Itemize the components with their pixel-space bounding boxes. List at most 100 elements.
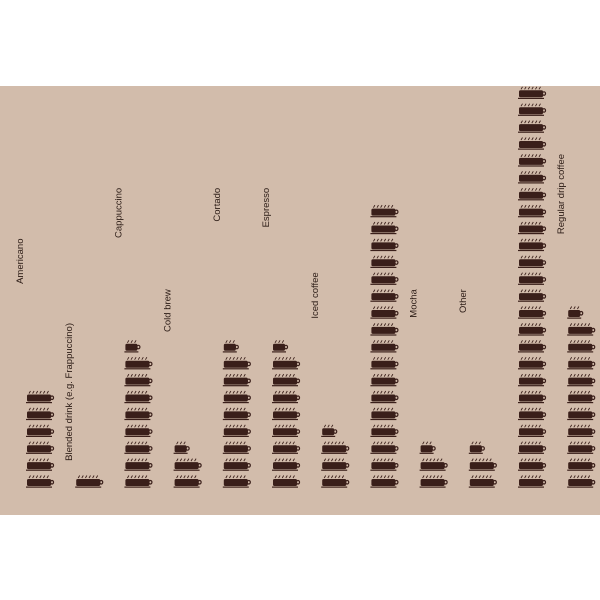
coffee-cup-icon: [370, 441, 399, 454]
category-label: Iced coffee: [310, 272, 321, 318]
coffee-cup-icon: [272, 390, 301, 404]
coffee-cup-icon: [419, 475, 448, 488]
category-label: Cold brew: [163, 289, 174, 332]
coffee-cup-icon: [124, 373, 153, 387]
coffee-cup-icon: [124, 424, 153, 437]
bar-americano: [26, 390, 55, 488]
coffee-cup-icon: [26, 441, 55, 454]
coffee-cup-icon: [321, 475, 350, 488]
coffee-cup-icon: [272, 441, 301, 454]
coffee-cup-icon: [173, 458, 202, 471]
coffee-cup-icon: [567, 356, 596, 370]
coffee-cup-icon: [518, 356, 547, 370]
coffee-cup-icon: [468, 458, 497, 471]
pictogram-chart: Americano Blended drink (e.g. Frappuccino…: [0, 86, 600, 515]
coffee-cup-icon: [26, 407, 55, 421]
bar-pourover: [518, 86, 547, 488]
cup-marks: [26, 86, 596, 488]
coffee-cup-icon: [272, 373, 301, 387]
coffee-cup-icon: [468, 441, 485, 454]
category-label: Americano: [15, 239, 26, 284]
coffee-cup-icon: [518, 103, 547, 116]
coffee-cup-icon: [370, 272, 399, 285]
coffee-cup-icon: [567, 441, 596, 454]
coffee-cup-icon: [222, 441, 251, 454]
coffee-cup-icon: [518, 458, 547, 471]
coffee-cup-icon: [370, 424, 399, 437]
coffee-cup-icon: [370, 340, 399, 353]
coffee-cup-icon: [124, 441, 153, 454]
coffee-cup-icon: [518, 187, 547, 201]
coffee-cup-icon: [370, 289, 399, 302]
coffee-cup-icon: [419, 441, 436, 454]
coffee-cup-icon: [272, 407, 301, 421]
coffee-cup-icon: [518, 323, 547, 336]
coffee-cup-icon: [222, 356, 251, 370]
coffee-cup-icon: [518, 137, 547, 150]
bar-latte: [370, 204, 399, 488]
coffee-cup-icon: [370, 238, 399, 252]
coffee-cup-icon: [518, 86, 547, 99]
coffee-cup-icon: [26, 424, 55, 437]
coffee-cup-icon: [567, 458, 596, 471]
coffee-cup-icon: [518, 272, 547, 285]
coffee-cup-icon: [518, 171, 547, 184]
coffee-cup-icon: [272, 356, 301, 370]
coffee-cup-icon: [567, 475, 596, 488]
bar-cold-brew: [173, 441, 202, 488]
coffee-cup-icon: [518, 407, 547, 421]
category-label: Other: [458, 289, 469, 313]
coffee-cup-icon: [567, 390, 596, 404]
coffee-cup-icon: [567, 373, 596, 387]
coffee-cup-icon: [124, 458, 153, 471]
bar-regular-drip-coffee: [567, 306, 596, 488]
category-label: Mocha: [409, 288, 420, 317]
coffee-cup-icon: [518, 441, 547, 454]
category-label: Blended drink (e.g. Frappuccino): [64, 323, 75, 461]
coffee-cup-icon: [173, 441, 190, 454]
coffee-cup-icon: [370, 356, 399, 370]
coffee-cup-icon: [518, 154, 547, 167]
coffee-cup-icon: [567, 407, 596, 421]
bar-other: [468, 441, 497, 488]
chart-panel: Americano Blended drink (e.g. Frappuccino…: [0, 86, 600, 515]
coffee-cup-icon: [518, 221, 547, 235]
coffee-cup-icon: [222, 340, 239, 353]
coffee-cup-icon: [370, 255, 399, 268]
coffee-cup-icon: [567, 323, 596, 336]
coffee-cup-icon: [124, 356, 153, 370]
coffee-cup-icon: [518, 340, 547, 353]
coffee-cup-icon: [518, 390, 547, 404]
category-labels: Americano Blended drink (e.g. Frappuccino…: [15, 154, 567, 461]
coffee-cup-icon: [321, 441, 350, 454]
coffee-cup-icon: [26, 458, 55, 471]
coffee-cup-icon: [272, 475, 301, 488]
coffee-cup-icon: [321, 458, 350, 471]
coffee-cup-icon: [567, 424, 596, 437]
coffee-cup-icon: [468, 475, 497, 488]
coffee-cup-icon: [124, 390, 153, 404]
coffee-cup-icon: [370, 373, 399, 387]
category-label: Espresso: [261, 188, 272, 228]
coffee-cup-icon: [321, 424, 338, 437]
bar-mocha: [419, 441, 448, 488]
coffee-cup-icon: [222, 475, 251, 488]
bar-cappuccino: [124, 340, 153, 488]
coffee-cup-icon: [518, 475, 547, 488]
coffee-cup-icon: [75, 475, 104, 488]
coffee-cup-icon: [173, 475, 202, 488]
coffee-cup-icon: [518, 255, 547, 268]
coffee-cup-icon: [370, 221, 399, 235]
bar-cortado: [222, 340, 251, 488]
bar-blended-drink-e-g-frappuccino: [75, 475, 104, 488]
coffee-cup-icon: [419, 458, 448, 471]
coffee-cup-icon: [272, 424, 301, 437]
coffee-cup-icon: [124, 475, 153, 488]
coffee-cup-icon: [222, 390, 251, 404]
coffee-cup-icon: [222, 373, 251, 387]
coffee-cup-icon: [124, 407, 153, 421]
coffee-cup-icon: [370, 390, 399, 404]
coffee-cup-icon: [222, 407, 251, 421]
coffee-cup-icon: [370, 323, 399, 336]
coffee-cup-icon: [518, 238, 547, 252]
